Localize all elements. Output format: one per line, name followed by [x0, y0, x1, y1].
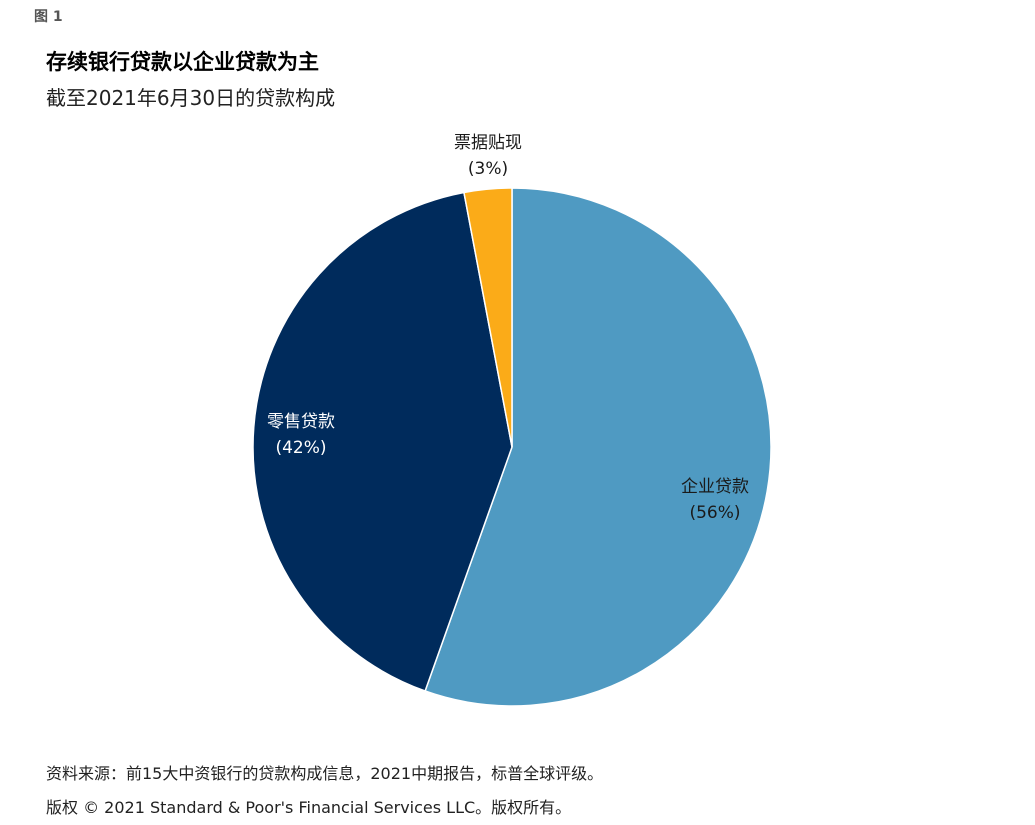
pie-slice — [424, 187, 772, 707]
source-note: 资料来源：前15大中资银行的贷款构成信息，2021中期报告，标普全球评级。 — [46, 764, 604, 783]
chart-subtitle: 截至2021年6月30日的贷款构成 — [46, 86, 336, 110]
slice-value-label: (42%) — [275, 438, 326, 458]
slice-value-label: (56%) — [689, 503, 740, 523]
pie-slice — [252, 191, 513, 692]
slice-label: 零售贷款 — [267, 412, 335, 432]
figure-label: 图 1 — [34, 9, 63, 25]
slice-label: 企业贷款 — [681, 477, 749, 497]
chart-title: 存续银行贷款以企业贷款为主 — [46, 50, 319, 74]
pie-slice — [463, 187, 513, 448]
slice-label: 票据贴现 — [454, 133, 522, 153]
slice-value-label: (3%) — [468, 159, 508, 179]
copyright-note: 版权 © 2021 Standard & Poor's Financial Se… — [46, 798, 572, 817]
